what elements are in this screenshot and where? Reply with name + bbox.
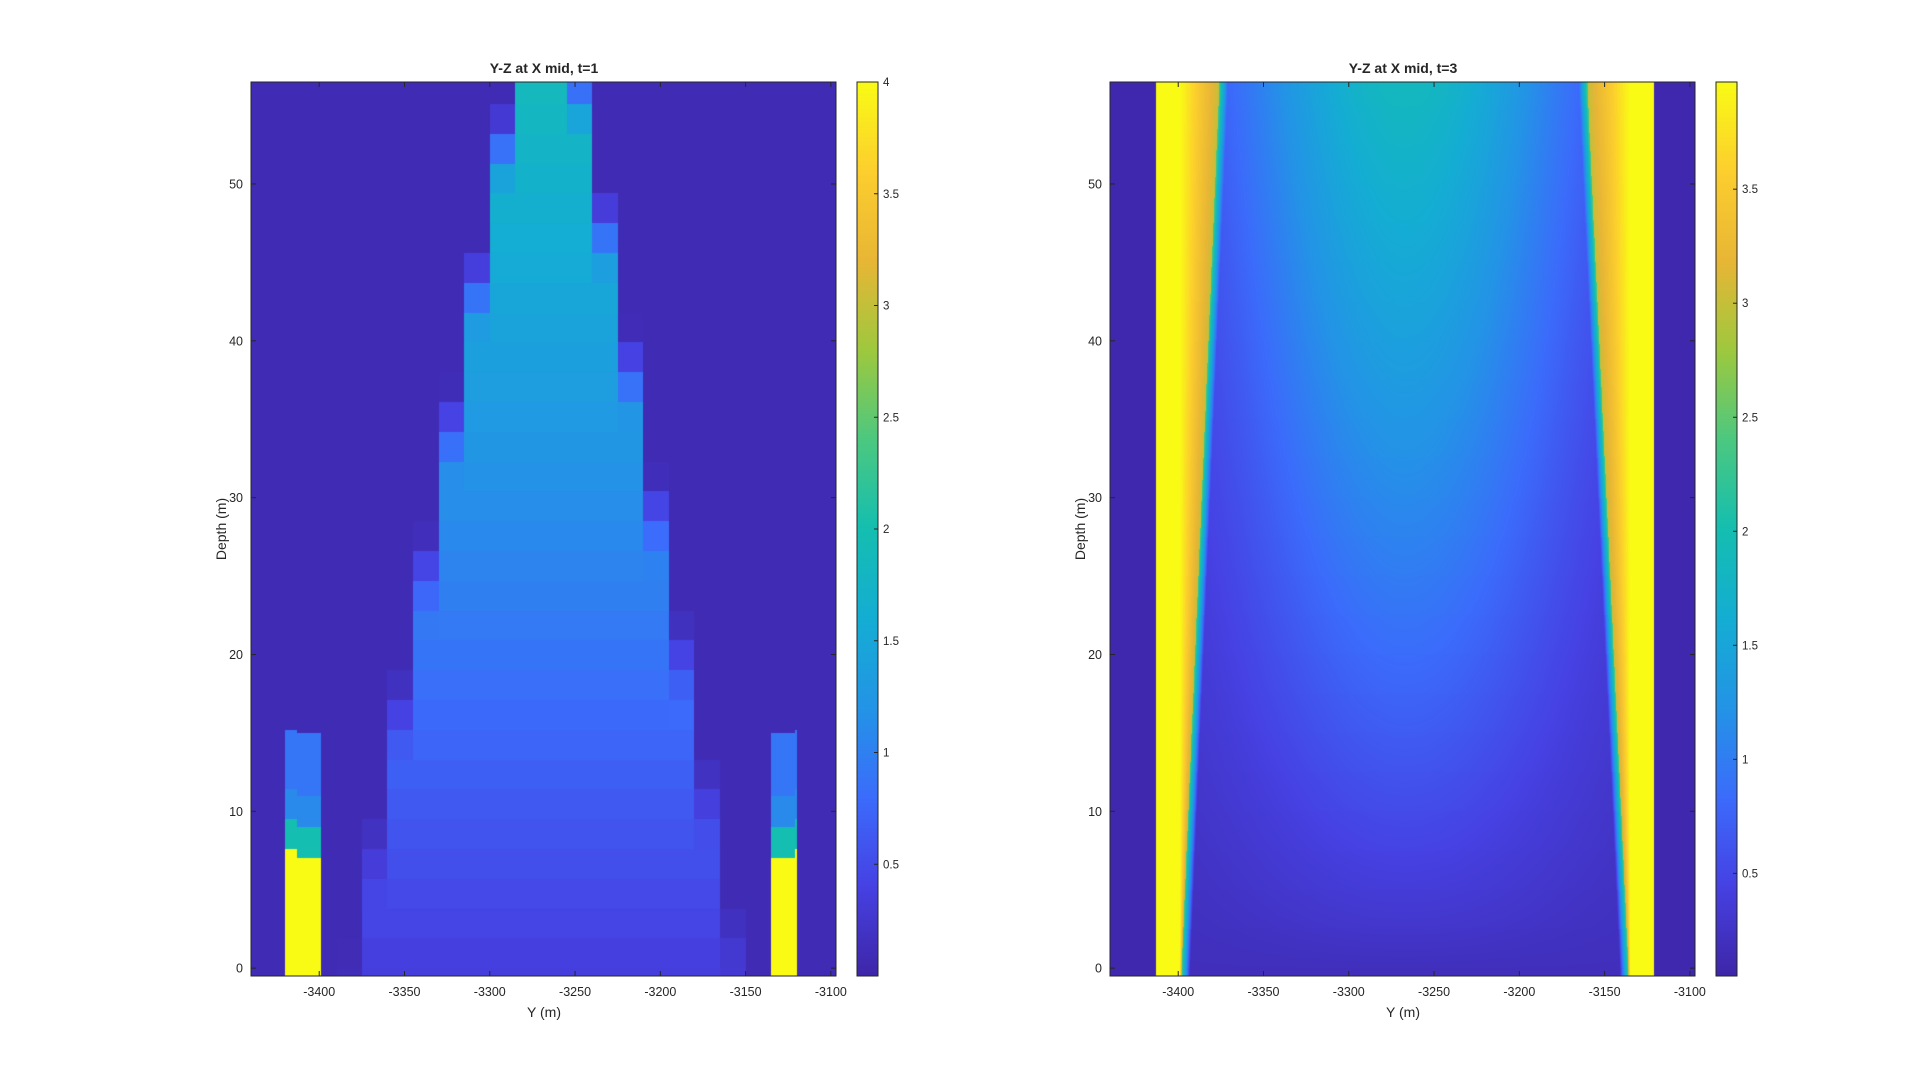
colorbar-tick-label: 1.5 (1742, 640, 1758, 652)
colorbar-tick-label: 3 (883, 301, 889, 313)
y-tick-label: 0 (236, 962, 243, 976)
colorbar-tick-label: 2.5 (883, 412, 899, 424)
colorbar-tick-labels-t1: 0.5 1 1.5 2 2.5 3 3.5 4 (874, 77, 899, 871)
colorbar-tick-label: 3 (1742, 298, 1748, 310)
colorbar-tick-label: 3.5 (883, 189, 899, 201)
x-tick-label: -3250 (1418, 985, 1450, 999)
x-tick-label: -3250 (559, 985, 591, 999)
heatmap-panel-t1: Y-Z at X mid, t=1 -3400 -3350 -3300 -3250 -3… (213, 60, 899, 1020)
x-tick-label: -3200 (1503, 985, 1535, 999)
y-axis-label-t3: Depth (m) (1072, 498, 1088, 560)
colorbar-tick-label: 1.5 (883, 636, 899, 648)
colorbar-frame-t3 (1715, 81, 1738, 977)
x-tick-labels-t3: -3400 -3350 -3300 -3250 -3200 -3150 -3100 (1162, 82, 1706, 999)
x-tick-label: -3400 (303, 985, 335, 999)
y-tick-label: 20 (229, 648, 243, 662)
colorbar-tick-label: 2 (883, 524, 889, 536)
colorbar-t1 (857, 82, 878, 976)
x-tick-label: -3350 (389, 985, 421, 999)
x-axis-label-t3: Y (m) (1386, 1004, 1420, 1020)
x-tick-label: -3150 (1589, 985, 1621, 999)
x-tick-labels-t1: -3400 -3350 -3300 -3250 -3200 -3150 -3100 (303, 82, 847, 999)
colorbar-tick-label: 3.5 (1742, 184, 1758, 196)
colorbar-tick-label: 2 (1742, 526, 1748, 538)
y-tick-label: 40 (229, 334, 243, 348)
y-tick-label: 10 (1088, 805, 1102, 819)
colorbar-tick-label: 2.5 (1742, 412, 1758, 424)
y-tick-label: 10 (229, 805, 243, 819)
heatmap-image-t3 (1110, 82, 1695, 976)
heatmap-image-t1 (251, 82, 836, 976)
y-tick-label: 30 (1088, 491, 1102, 505)
plot-frame-t3 (1109, 81, 1696, 977)
x-tick-label: -3300 (1333, 985, 1365, 999)
x-tick-label: -3350 (1248, 985, 1280, 999)
y-tick-label: 50 (1088, 177, 1102, 191)
colorbar-t3 (1716, 82, 1737, 976)
x-tick-label: -3150 (730, 985, 762, 999)
y-tick-label: 30 (229, 491, 243, 505)
y-tick-label: 40 (1088, 334, 1102, 348)
colorbar-tick-labels-t3: 0.5 1 1.5 2 2.5 3 3.5 (1733, 184, 1758, 880)
colorbar-tick-label: 1 (883, 748, 889, 760)
y-tick-label: 0 (1095, 962, 1102, 976)
plot-frame-t1 (250, 81, 837, 977)
heatmap-panel-t3: Y-Z at X mid, t=3 -3400 -3350 -3300 -3250 -3… (1072, 60, 1758, 1020)
y-tick-label: 20 (1088, 648, 1102, 662)
panel-title-t3: Y-Z at X mid, t=3 (1349, 60, 1458, 76)
colorbar-tick-label: 0.5 (883, 859, 899, 871)
colorbar-tick-label: 1 (1742, 754, 1748, 766)
x-axis-label-t1: Y (m) (527, 1004, 561, 1020)
x-tick-label: -3400 (1162, 985, 1194, 999)
x-tick-label: -3100 (815, 985, 847, 999)
colorbar-tick-label: 0.5 (1742, 868, 1758, 880)
x-tick-label: -3100 (1674, 985, 1706, 999)
panel-title-t1: Y-Z at X mid, t=1 (490, 60, 599, 76)
y-tick-labels-t3: 0 10 20 30 40 50 (1088, 177, 1695, 976)
x-tick-label: -3300 (474, 985, 506, 999)
colorbar-tick-label: 4 (883, 77, 890, 89)
y-axis-label-t1: Depth (m) (213, 498, 229, 560)
x-tick-label: -3200 (644, 985, 676, 999)
y-tick-label: 50 (229, 177, 243, 191)
y-tick-labels-t1: 0 10 20 30 40 50 (229, 177, 836, 976)
